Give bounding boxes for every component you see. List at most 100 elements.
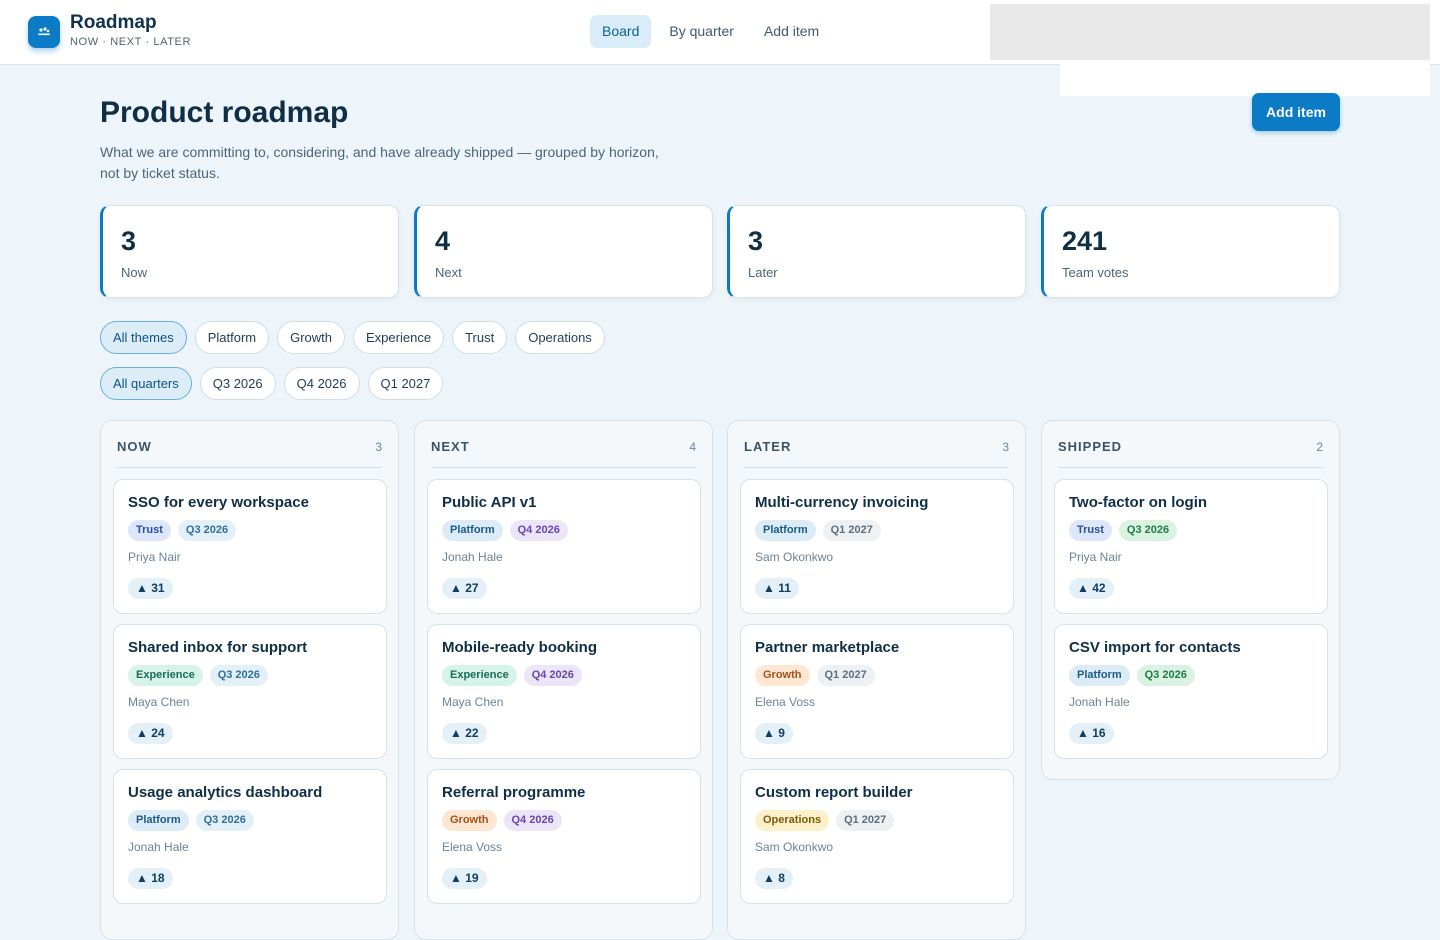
header-placeholder-block: [990, 4, 1430, 60]
card-tags: Trust Q3 2026: [1069, 520, 1184, 541]
main-nav: Board By quarter Add item: [590, 15, 837, 48]
stat-label: Later: [748, 265, 778, 280]
column-header: SHIPPED 2: [1058, 421, 1323, 468]
roadmap-card[interactable]: Custom report builder Operations Q1 2027…: [740, 769, 1014, 904]
card-owner: Maya Chen: [128, 695, 190, 709]
vote-button[interactable]: ▲ 19: [442, 868, 487, 889]
roadmap-card[interactable]: Two-factor on login Trust Q3 2026 Priya …: [1054, 479, 1328, 614]
add-item-button[interactable]: Add item: [1252, 93, 1340, 131]
column-later: LATER 3 Multi-currency invoicing Platfor…: [727, 420, 1026, 940]
vote-button[interactable]: ▲ 22: [442, 723, 487, 744]
roadmap-logo-icon[interactable]: [28, 16, 60, 48]
column-next: NEXT 4 Public API v1 Platform Q4 2026 Jo…: [414, 420, 713, 940]
card-tags: Growth Q4 2026: [442, 810, 569, 831]
column-count: 4: [689, 440, 696, 454]
card-owner: Jonah Hale: [442, 550, 503, 564]
stat-value: 4: [435, 226, 451, 256]
nav-board[interactable]: Board: [590, 15, 652, 48]
card-owner: Priya Nair: [1069, 550, 1122, 564]
column-count: 3: [1002, 440, 1009, 454]
column-title: NOW: [117, 439, 152, 454]
quarter-tag: Q3 2026: [177, 520, 237, 541]
quarter-tag: Q4 2026: [523, 665, 582, 686]
theme-tag: Growth: [755, 665, 810, 686]
card-owner: Jonah Hale: [1069, 695, 1130, 709]
quarter-filter-chips: All quarters Q3 2026 Q4 2026 Q1 2027: [100, 367, 451, 400]
stat-now: 3 Now: [100, 205, 399, 298]
stat-value: 241: [1062, 226, 1108, 256]
filter-chip-all-quarters[interactable]: All quarters: [100, 367, 192, 400]
vote-button[interactable]: ▲ 31: [128, 578, 173, 599]
roadmap-card[interactable]: Multi-currency invoicing Platform Q1 202…: [740, 479, 1014, 614]
vote-button[interactable]: ▲ 11: [755, 578, 799, 599]
card-title: Usage analytics dashboard: [128, 784, 323, 801]
filter-chip-all-themes[interactable]: All themes: [100, 321, 187, 354]
filter-chip-trust[interactable]: Trust: [452, 321, 508, 354]
stat-label: Team votes: [1062, 265, 1129, 280]
column-count: 2: [1316, 440, 1323, 454]
card-title: SSO for every workspace: [128, 494, 309, 511]
roadmap-card[interactable]: Shared inbox for support Experience Q3 2…: [113, 624, 387, 759]
roadmap-card[interactable]: CSV import for contacts Platform Q3 2026…: [1054, 624, 1328, 759]
filter-chip-growth[interactable]: Growth: [277, 321, 346, 354]
vote-button[interactable]: ▲ 18: [128, 868, 173, 889]
filter-chip-q4-2026[interactable]: Q4 2026: [283, 367, 360, 400]
filter-chip-q1-2027[interactable]: Q1 2027: [367, 367, 444, 400]
quarter-tag: Q1 2027: [816, 665, 875, 686]
card-title: CSV import for contacts: [1069, 639, 1241, 656]
stat-value: 3: [748, 226, 764, 256]
quarter-tag: Q3 2026: [1136, 665, 1195, 686]
column-title: SHIPPED: [1058, 439, 1123, 454]
column-header: NOW 3: [117, 421, 382, 468]
roadmap-card[interactable]: Public API v1 Platform Q4 2026 Jonah Hal…: [427, 479, 701, 614]
quarter-tag: Q3 2026: [195, 810, 254, 831]
theme-tag: Platform: [755, 520, 816, 541]
stats-row: 3 Now 4 Next 3 Later 241 Team votes: [100, 205, 1340, 298]
card-tags: Platform Q4 2026: [442, 520, 575, 541]
nav-add-item[interactable]: Add item: [763, 23, 820, 39]
quarter-tag: Q3 2026: [209, 665, 268, 686]
card-title: Referral programme: [442, 784, 586, 801]
filter-chip-experience[interactable]: Experience: [353, 321, 445, 354]
theme-tag: Trust: [1069, 520, 1112, 541]
card-title: Public API v1: [442, 494, 537, 511]
vote-button[interactable]: ▲ 27: [442, 578, 487, 599]
card-tags: Trust Q3 2026: [128, 520, 243, 541]
theme-tag: Platform: [128, 810, 189, 831]
quarter-tag: Q4 2026: [509, 520, 568, 541]
filter-chip-platform[interactable]: Platform: [194, 321, 270, 354]
roadmap-card[interactable]: SSO for every workspace Trust Q3 2026 Pr…: [113, 479, 387, 614]
stat-team-votes: 241 Team votes: [1041, 205, 1340, 298]
vote-button[interactable]: ▲ 8: [755, 868, 793, 889]
quarter-tag: Q4 2026: [503, 810, 562, 831]
column-shipped: SHIPPED 2 Two-factor on login Trust Q3 2…: [1041, 420, 1340, 780]
roadmap-card[interactable]: Partner marketplace Growth Q1 2027 Elena…: [740, 624, 1014, 759]
card-tags: Operations Q1 2027: [755, 810, 901, 831]
card-tags: Experience Q3 2026: [128, 665, 275, 686]
theme-tag: Experience: [128, 665, 203, 686]
card-owner: Elena Voss: [755, 695, 816, 709]
app-subtitle: NOW · NEXT · LATER: [70, 36, 192, 48]
vote-button[interactable]: ▲ 16: [1069, 723, 1114, 744]
stat-value: 3: [121, 226, 137, 256]
card-owner: Elena Voss: [442, 840, 503, 854]
roadmap-card[interactable]: Usage analytics dashboard Platform Q3 20…: [113, 769, 387, 904]
filter-chip-q3-2026[interactable]: Q3 2026: [199, 367, 276, 400]
page-description: What we are committing to, considering, …: [100, 144, 659, 181]
roadmap-card[interactable]: Referral programme Growth Q4 2026 Elena …: [427, 769, 701, 904]
theme-tag: Experience: [442, 665, 517, 686]
vote-button[interactable]: ▲ 24: [128, 723, 173, 744]
card-title: Multi-currency invoicing: [755, 494, 929, 511]
vote-button[interactable]: ▲ 42: [1069, 578, 1114, 599]
vote-button[interactable]: ▲ 9: [755, 723, 793, 744]
nav-by-quarter[interactable]: By quarter: [669, 23, 734, 39]
roadmap-card[interactable]: Mobile-ready booking Experience Q4 2026 …: [427, 624, 701, 759]
card-title: Two-factor on login: [1069, 494, 1208, 511]
card-tags: Growth Q1 2027: [755, 665, 882, 686]
card-owner: Priya Nair: [128, 550, 181, 564]
filter-chip-operations[interactable]: Operations: [515, 321, 605, 354]
card-owner: Sam Okonkwo: [755, 840, 834, 854]
stat-label: Now: [121, 265, 148, 280]
card-tags: Platform Q3 2026: [1069, 665, 1202, 686]
column-title: LATER: [744, 439, 792, 454]
